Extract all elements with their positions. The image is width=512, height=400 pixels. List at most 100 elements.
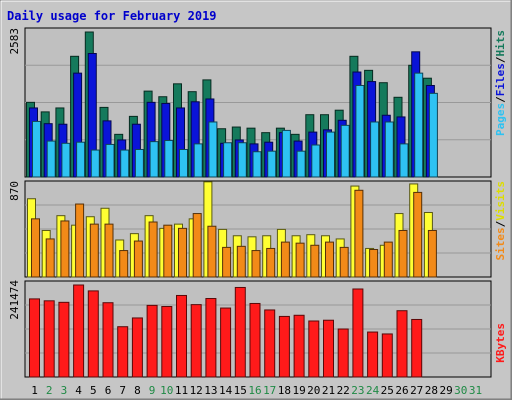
bar-pages-day-13 bbox=[208, 121, 218, 178]
panel-hits-files-pages bbox=[24, 27, 492, 178]
x-tick-label-day-27: 27 bbox=[410, 384, 423, 397]
bar-pages-day-5 bbox=[90, 149, 100, 178]
x-tick-label-day-4: 4 bbox=[75, 384, 82, 397]
x-tick-label-day-22: 22 bbox=[337, 384, 350, 397]
legend-kbytes-label: KBytes bbox=[494, 323, 507, 363]
bar-sites-day-12 bbox=[192, 213, 202, 278]
bar-sites-day-22 bbox=[339, 246, 349, 278]
bar-kbytes-day-18 bbox=[278, 315, 290, 378]
bar-sites-day-28 bbox=[427, 229, 437, 278]
panel2-ymax-label: 870 bbox=[8, 181, 21, 201]
bar-kbytes-day-20 bbox=[308, 320, 320, 378]
bar-pages-day-12 bbox=[193, 143, 203, 178]
bar-pages-day-1 bbox=[32, 120, 41, 178]
bar-sites-day-27 bbox=[413, 191, 423, 278]
x-tick-label-day-18: 18 bbox=[278, 384, 291, 397]
bar-kbytes-day-22 bbox=[337, 328, 349, 378]
bar-sites-day-26 bbox=[398, 229, 408, 278]
x-tick-label-day-7: 7 bbox=[119, 384, 126, 397]
legend-files: Files bbox=[494, 63, 507, 96]
bar-pages-day-22 bbox=[340, 124, 350, 178]
bar-kbytes-day-10 bbox=[161, 306, 173, 378]
bar-sites-day-5 bbox=[89, 223, 99, 278]
bar-pages-day-18 bbox=[281, 129, 291, 178]
legend-visits-sites: Sites/Visits bbox=[494, 181, 507, 261]
bar-kbytes-day-3 bbox=[58, 301, 70, 378]
x-tick-label-day-1: 1 bbox=[31, 384, 38, 397]
panel-visits-sites bbox=[24, 180, 492, 278]
bar-kbytes-day-14 bbox=[220, 307, 232, 378]
x-tick-label-day-13: 13 bbox=[204, 384, 217, 397]
bar-kbytes-day-1 bbox=[29, 298, 40, 378]
bar-kbytes-day-23 bbox=[352, 288, 364, 378]
bar-kbytes-day-24 bbox=[367, 331, 379, 378]
bar-sites-day-23 bbox=[354, 189, 364, 278]
x-tick-label-day-20: 20 bbox=[307, 384, 320, 397]
bar-sites-day-6 bbox=[104, 223, 114, 278]
bar-kbytes-day-25 bbox=[381, 333, 393, 378]
panel1-ymax-label: 2583 bbox=[8, 28, 21, 55]
x-tick-label-day-6: 6 bbox=[105, 384, 112, 397]
x-tick-label-day-17: 17 bbox=[263, 384, 276, 397]
x-tick-label-day-11: 11 bbox=[175, 384, 188, 397]
svg-text:Pages/Files/Hits: Pages/Files/Hits bbox=[494, 30, 507, 136]
bar-pages-day-9 bbox=[149, 141, 159, 178]
bar-pages-day-17 bbox=[267, 150, 277, 178]
bar-pages-day-6 bbox=[105, 143, 115, 178]
bar-pages-day-11 bbox=[179, 148, 188, 178]
x-tick-label-day-14: 14 bbox=[219, 384, 233, 397]
bar-sites-day-24 bbox=[369, 249, 379, 278]
x-tick-label-day-29: 29 bbox=[439, 384, 452, 397]
bar-kbytes-day-17 bbox=[264, 309, 276, 378]
x-tick-label-day-31: 31 bbox=[469, 384, 482, 397]
x-tick-label-day-30: 30 bbox=[454, 384, 467, 397]
x-tick-label-day-24: 24 bbox=[366, 384, 380, 397]
bar-sites-day-2 bbox=[45, 238, 55, 278]
x-tick-label-day-3: 3 bbox=[61, 384, 68, 397]
x-tick-label-day-26: 26 bbox=[395, 384, 408, 397]
x-tick-label-day-10: 10 bbox=[160, 384, 173, 397]
legend-hits-files-pages: Pages/Files/Hits bbox=[494, 30, 507, 136]
bar-pages-day-19 bbox=[296, 150, 306, 178]
bar-sites-day-8 bbox=[133, 240, 143, 278]
bar-sites-day-15 bbox=[236, 245, 246, 278]
bar-pages-day-2 bbox=[46, 140, 56, 178]
bar-pages-day-3 bbox=[61, 142, 71, 178]
x-tick-label-day-21: 21 bbox=[322, 384, 335, 397]
panel3-ymax-label: 241474 bbox=[8, 280, 21, 320]
bar-sites-day-3 bbox=[60, 220, 70, 278]
bar-pages-day-8 bbox=[134, 148, 144, 178]
bar-kbytes-day-5 bbox=[87, 290, 99, 378]
bar-kbytes-day-13 bbox=[205, 298, 217, 378]
bar-pages-day-27 bbox=[414, 72, 424, 178]
bar-kbytes-day-15 bbox=[234, 286, 246, 378]
bar-kbytes-day-12 bbox=[190, 304, 202, 378]
bar-kbytes-day-27 bbox=[411, 318, 423, 378]
legend-visits: Visits bbox=[494, 181, 507, 221]
bar-kbytes-day-7 bbox=[117, 326, 129, 378]
bar-pages-day-25 bbox=[384, 121, 394, 178]
bar-sites-day-16 bbox=[251, 250, 261, 278]
bar-sites-day-10 bbox=[163, 224, 173, 278]
bar-sites-day-7 bbox=[119, 250, 129, 278]
bar-pages-day-20 bbox=[311, 144, 321, 178]
bar-pages-day-28 bbox=[428, 92, 438, 178]
x-tick-label-day-28: 28 bbox=[425, 384, 438, 397]
bar-kbytes-day-26 bbox=[396, 310, 408, 378]
bar-sites-day-19 bbox=[295, 242, 305, 278]
bar-sites-day-17 bbox=[266, 247, 276, 278]
legend-pages: Pages bbox=[494, 103, 507, 136]
legend-sites: Sites bbox=[494, 227, 507, 260]
bar-sites-day-13 bbox=[207, 225, 217, 278]
x-tick-label-day-5: 5 bbox=[90, 384, 97, 397]
bar-sites-day-9 bbox=[148, 221, 158, 278]
x-tick-label-day-9: 9 bbox=[149, 384, 156, 397]
bar-sites-day-4 bbox=[75, 203, 85, 278]
bar-pages-day-16 bbox=[252, 151, 262, 178]
bar-sites-day-20 bbox=[310, 244, 320, 278]
panel-kbytes bbox=[24, 280, 492, 378]
bar-pages-day-15 bbox=[237, 142, 247, 178]
bar-kbytes-day-8 bbox=[131, 317, 143, 378]
bar-sites-day-18 bbox=[280, 241, 290, 278]
bar-pages-day-10 bbox=[164, 140, 174, 178]
